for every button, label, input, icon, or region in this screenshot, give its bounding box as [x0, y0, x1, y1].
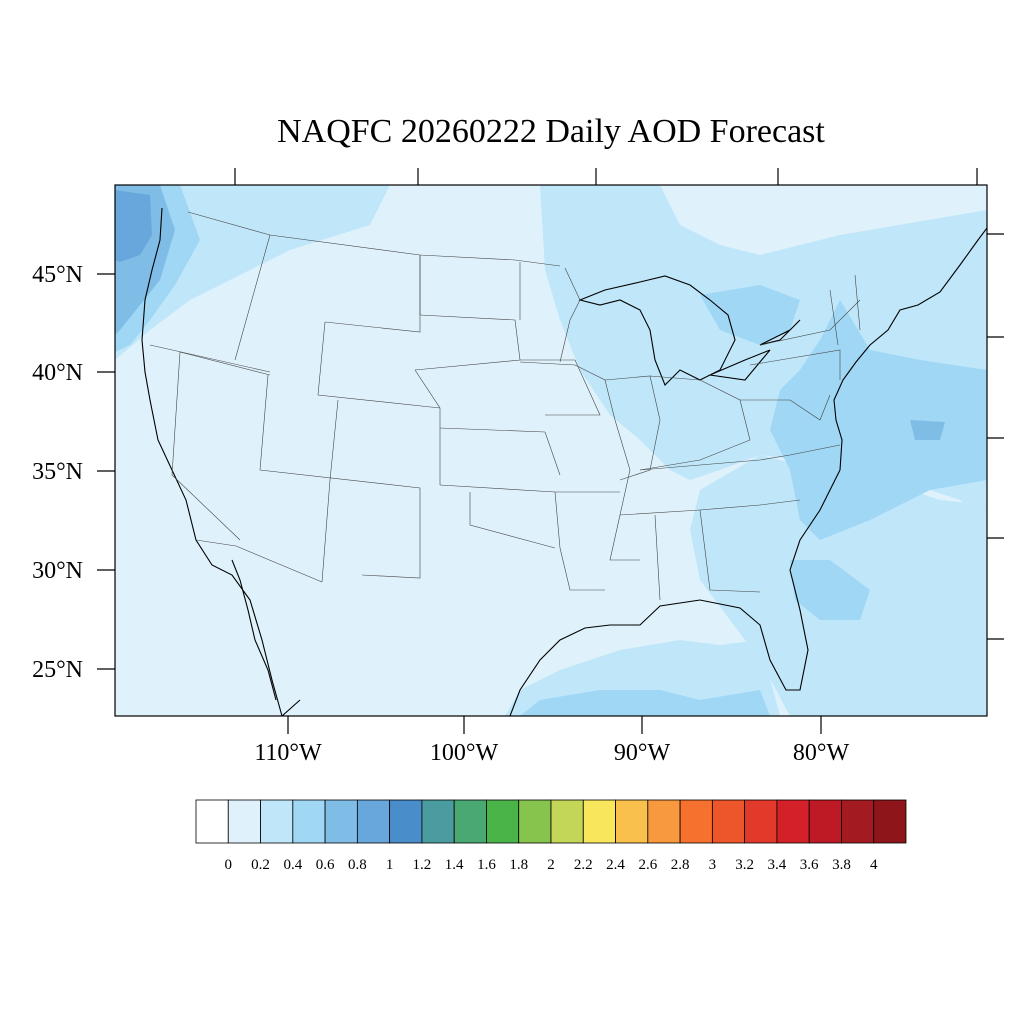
- map-area: [115, 185, 987, 716]
- colorbar-swatch: [356, 799, 391, 844]
- map-title: NAQFC 20260222 Daily AOD Forecast: [277, 113, 825, 150]
- colorbar-label: 2.6: [638, 857, 657, 873]
- lon-label: 90°W: [614, 740, 671, 766]
- latitude-labels: 45°N 40°N 35°N 30°N 25°N: [32, 262, 83, 683]
- longitude-labels: 110°W 100°W 90°W 80°W: [254, 740, 849, 766]
- colorbar-label: 0.8: [348, 857, 367, 873]
- colorbar-swatch: [421, 799, 455, 844]
- colorbar-label: 2.2: [574, 857, 593, 873]
- colorbar-swatch: [389, 799, 423, 844]
- colorbar-label: 0.2: [251, 857, 270, 873]
- colorbar-label: 1.4: [445, 857, 464, 873]
- aod-band-0-8-1: [115, 190, 152, 262]
- colorbar: [195, 799, 907, 844]
- colorbar-label: 2: [547, 857, 555, 873]
- colorbar-label: 2.8: [671, 857, 690, 873]
- right-ticks: [987, 233, 1004, 640]
- colorbar-label: 0.6: [316, 857, 335, 873]
- colorbar-swatch: [808, 799, 842, 844]
- lat-label: 25°N: [32, 657, 83, 683]
- colorbar-swatch: [486, 799, 520, 844]
- colorbar-label: 1.2: [413, 857, 432, 873]
- colorbar-swatch: [679, 799, 713, 844]
- lat-label: 35°N: [32, 459, 83, 485]
- colorbar-swatch: [841, 799, 875, 844]
- colorbar-label: 3: [709, 857, 717, 873]
- colorbar-swatch: [518, 799, 552, 844]
- left-ticks: [97, 273, 115, 670]
- bottom-ticks: [287, 716, 822, 734]
- colorbar-swatch: [744, 799, 778, 844]
- colorbar-label: 3.6: [800, 857, 819, 873]
- colorbar-label: 3.2: [735, 857, 754, 873]
- colorbar-label: 0: [225, 857, 233, 873]
- lon-label: 110°W: [254, 740, 322, 766]
- colorbar-swatch: [550, 799, 584, 844]
- great-lakes-outline: [578, 275, 801, 386]
- colorbar-swatch: [195, 799, 229, 844]
- lon-label: 100°W: [430, 740, 499, 766]
- colorbar-swatch: [776, 799, 810, 844]
- colorbar-label: 3.4: [768, 857, 787, 873]
- colorbar-swatch: [711, 799, 746, 844]
- colorbar-swatch: [227, 799, 261, 844]
- colorbar-swatch: [324, 799, 358, 844]
- colorbar-label: 4: [870, 857, 878, 873]
- state-borders: [149, 211, 861, 601]
- colorbar-swatch: [647, 799, 681, 844]
- colorbar-label: 3.8: [832, 857, 851, 873]
- colorbar-swatch: [582, 799, 616, 844]
- lon-label: 80°W: [793, 740, 850, 766]
- colorbar-labels: 0 0.2 0.4 0.6 0.8 1 1.2 1.4 1.6 1.8 2 2.2 2.4 2.6 2.8 3…: [225, 857, 878, 873]
- map-frame: [114, 184, 988, 717]
- top-ticks: [234, 168, 978, 185]
- colorbar-swatch: [260, 799, 294, 844]
- colorbar-label: 1.6: [477, 857, 496, 873]
- colorbar-label: 1.8: [509, 857, 528, 873]
- colorbar-label: 2.4: [606, 857, 625, 873]
- colorbar-swatch: [292, 799, 326, 844]
- colorbar-swatch: [453, 799, 487, 844]
- colorbar-label: 1: [386, 857, 394, 873]
- lat-label: 40°N: [32, 360, 83, 386]
- lat-label: 45°N: [32, 262, 83, 288]
- colorbar-swatch: [615, 799, 649, 844]
- lat-label: 30°N: [32, 558, 83, 584]
- colorbar-label: 0.4: [283, 857, 302, 873]
- coastline: [141, 207, 987, 716]
- colorbar-swatch: [873, 799, 907, 844]
